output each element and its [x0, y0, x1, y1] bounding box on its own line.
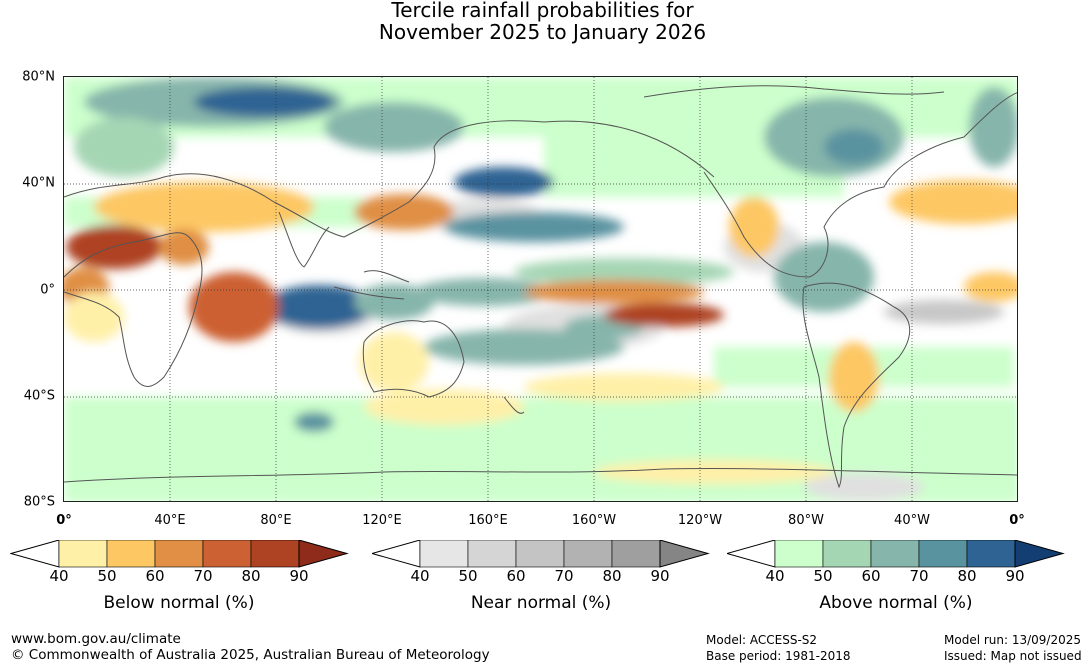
near-colorbar-cell — [467, 540, 517, 568]
lon-label-80w: 80°W — [788, 513, 824, 528]
above-normal-colorbar — [727, 540, 1065, 568]
near-colorbar-cell — [419, 540, 469, 568]
copyright-text: © Commonwealth of Australia 2025, Austra… — [11, 647, 490, 663]
above-colorbar-cell — [822, 540, 872, 568]
coastlines — [64, 85, 1017, 489]
lon-label-120e: 120°E — [362, 513, 402, 528]
website-link[interactable]: www.bom.gov.au/climate — [11, 631, 181, 647]
map-title-line2: November 2025 to January 2026 — [378, 20, 707, 44]
above-colorbar-tick: 70 — [909, 567, 929, 585]
near-colorbar-tick: 50 — [458, 567, 478, 585]
lon-label-0-left: 0° — [56, 513, 72, 528]
near-colorbar-cell — [611, 540, 661, 568]
above-colorbar-cell — [918, 540, 968, 568]
above-colorbar-tick: 80 — [957, 567, 977, 585]
above-colorbar-tick: 50 — [813, 567, 833, 585]
below-colorbar-cell — [58, 540, 108, 568]
lon-label-80e: 80°E — [260, 513, 292, 528]
near-colorbar-cell — [563, 540, 613, 568]
above-colorbar-cell — [966, 540, 1016, 568]
lat-label-40s: 40°S — [23, 388, 55, 404]
lon-label-40w: 40°W — [894, 513, 930, 528]
above-normal-label: Above normal (%) — [819, 593, 973, 613]
near-colorbar-tick: 70 — [554, 567, 574, 585]
lat-label-80n: 80°N — [22, 69, 55, 85]
below-colorbar-cell — [106, 540, 156, 568]
model-name: Model: ACCESS-S2 — [706, 633, 818, 647]
below-colorbar-tick: 80 — [241, 567, 261, 585]
graticule — [64, 77, 1017, 501]
lon-label-120w: 120°W — [677, 513, 723, 528]
near-colorbar-tick: 40 — [410, 567, 430, 585]
below-colorbar-tick: 70 — [193, 567, 213, 585]
near-normal-label: Near normal (%) — [470, 593, 612, 613]
below-colorbar-tick: 40 — [49, 567, 69, 585]
below-colorbar-tick: 60 — [145, 567, 165, 585]
above-colorbar-cell — [870, 540, 920, 568]
below-colorbar-cell — [154, 540, 204, 568]
below-colorbar-cell — [250, 540, 300, 568]
map-canvas — [64, 77, 1017, 501]
near-normal-colorbar — [372, 540, 710, 568]
above-colorbar-tick: 90 — [1005, 567, 1025, 585]
lon-label-160w: 160°W — [571, 513, 617, 528]
near-colorbar-tick: 80 — [602, 567, 622, 585]
base-period: Base period: 1981-2018 — [706, 649, 851, 663]
near-colorbar-tick: 60 — [506, 567, 526, 585]
lon-label-160e: 160°E — [468, 513, 508, 528]
below-colorbar-tick: 50 — [97, 567, 117, 585]
probability-map — [63, 76, 1018, 502]
near-colorbar-cell — [515, 540, 565, 568]
above-colorbar-tick: 40 — [765, 567, 785, 585]
near-colorbar-tick: 90 — [650, 567, 670, 585]
above-colorbar-cell — [774, 540, 824, 568]
map-title-line1: Tercile rainfall probabilities for — [391, 0, 694, 22]
lon-label-0-right: 0° — [1009, 513, 1025, 528]
issued-status: Issued: Map not issued — [944, 649, 1082, 663]
below-normal-colorbar — [10, 540, 349, 568]
model-run-date: Model run: 13/09/2025 — [944, 633, 1082, 647]
lon-label-40e: 40°E — [154, 513, 186, 528]
lat-label-40n: 40°N — [22, 175, 55, 191]
above-colorbar-tick: 60 — [861, 567, 881, 585]
below-normal-label: Below normal (%) — [103, 593, 255, 613]
below-colorbar-cell — [202, 540, 252, 568]
below-colorbar-tick: 90 — [289, 567, 309, 585]
lat-label-80s: 80°S — [23, 494, 55, 510]
lat-label-0: 0° — [40, 282, 55, 298]
